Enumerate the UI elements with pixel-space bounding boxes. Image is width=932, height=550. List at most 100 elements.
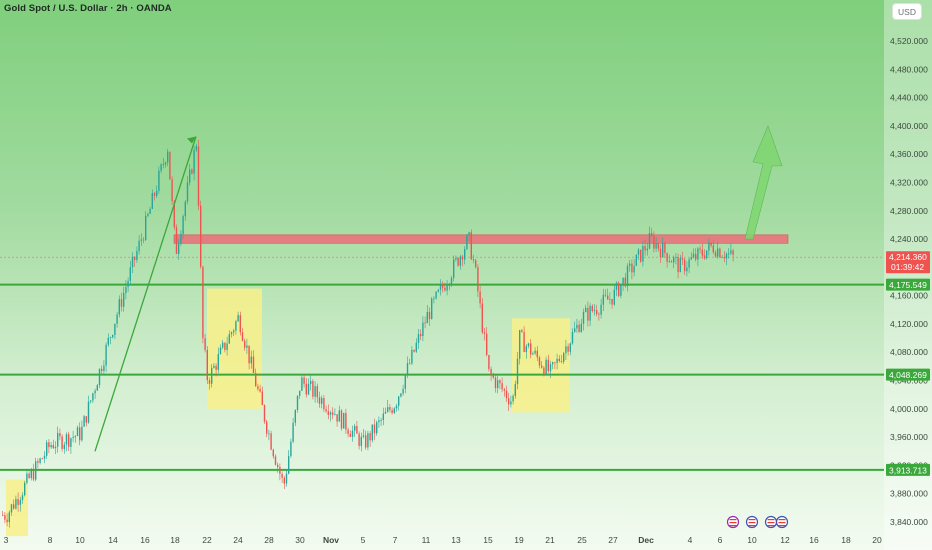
candle-body xyxy=(164,162,167,165)
candle-body xyxy=(409,363,411,364)
candle-body xyxy=(653,235,655,249)
candle-body xyxy=(378,420,380,423)
symbol-title: Gold Spot / U.S. Dollar · 2h · OANDA xyxy=(4,3,172,14)
candle-body xyxy=(470,232,472,260)
candle-body xyxy=(70,438,72,447)
candle-body xyxy=(560,361,563,362)
candle-body xyxy=(301,377,303,391)
candle-body xyxy=(675,257,677,258)
candle-body xyxy=(270,433,272,450)
candle-body xyxy=(701,249,703,256)
candle-body xyxy=(400,393,402,397)
candle-body xyxy=(670,261,673,263)
candle-body xyxy=(26,473,28,483)
candle-body xyxy=(171,179,173,202)
candle-body xyxy=(723,257,725,259)
x-tick-label: 20 xyxy=(872,535,882,545)
candle-body xyxy=(147,213,149,216)
candle-body xyxy=(241,332,244,341)
candle-body xyxy=(666,253,668,262)
candle-body xyxy=(226,343,228,350)
y-tick-label: 3,840.000 xyxy=(890,517,928,527)
candle-body xyxy=(235,321,237,331)
x-tick-label: 12 xyxy=(780,535,790,545)
x-tick-label: 13 xyxy=(451,535,461,545)
candle-body xyxy=(52,444,54,449)
candle-body xyxy=(472,259,475,261)
x-tick-label: 11 xyxy=(422,535,431,545)
x-tick-label: 5 xyxy=(361,535,366,545)
candle-body xyxy=(288,456,290,474)
candle-body xyxy=(413,349,415,352)
candle-body xyxy=(96,385,98,391)
candle-body xyxy=(83,416,85,427)
candle-body xyxy=(310,381,312,384)
candle-body xyxy=(376,422,378,434)
candle-body xyxy=(65,434,68,445)
candle-body xyxy=(571,332,574,344)
x-tick-label: 25 xyxy=(577,535,587,545)
candle-body xyxy=(712,245,714,253)
candle-body xyxy=(230,332,233,335)
candle-body xyxy=(574,328,576,333)
candle-body xyxy=(189,169,191,183)
candle-body xyxy=(420,334,422,336)
candle-body xyxy=(703,255,706,259)
candle-body xyxy=(116,314,118,324)
candle-body xyxy=(461,256,464,260)
candle-body xyxy=(512,395,514,402)
candle-body xyxy=(475,260,477,268)
candle-body xyxy=(127,280,129,287)
candle-body xyxy=(554,362,556,364)
candle-body xyxy=(316,386,318,398)
level-price-tag xyxy=(886,278,930,291)
us-flag-icon-stripe xyxy=(767,525,775,527)
y-tick-label: 4,080.000 xyxy=(890,347,928,357)
candle-body xyxy=(728,253,730,255)
candle-body xyxy=(417,334,420,343)
lightning-icon-stripe xyxy=(729,519,737,521)
candle-body xyxy=(343,412,345,429)
lightning-icon-stripe xyxy=(729,525,737,527)
candle-body xyxy=(393,408,395,413)
candle-body xyxy=(534,350,536,354)
candle-body xyxy=(371,424,373,441)
x-tick-label: 18 xyxy=(170,535,180,545)
candle-body xyxy=(197,146,200,206)
candle-body xyxy=(169,151,171,180)
candle-body xyxy=(329,412,332,415)
currency-button[interactable]: USD xyxy=(892,3,922,20)
candle-body xyxy=(585,307,587,312)
candle-body xyxy=(303,377,305,384)
candle-body xyxy=(382,413,384,420)
candle-body xyxy=(611,298,613,305)
highlight-box xyxy=(512,318,570,413)
candle-body xyxy=(237,315,239,322)
candle-body xyxy=(622,277,624,285)
candle-body xyxy=(204,338,206,350)
candle-body xyxy=(61,436,63,449)
candle-body xyxy=(200,205,202,267)
candle-body xyxy=(444,287,446,291)
candle-body xyxy=(589,305,591,321)
candle-body xyxy=(640,249,642,262)
y-tick-label: 4,400.000 xyxy=(890,121,928,131)
candle-body xyxy=(613,289,615,305)
candle-body xyxy=(527,343,530,347)
candle-body xyxy=(239,315,241,333)
candle-body xyxy=(206,349,208,381)
last-price-label: 4,214.360 xyxy=(889,252,927,262)
candle-body xyxy=(129,267,131,281)
candle-body xyxy=(87,401,90,423)
candle-body xyxy=(312,381,314,397)
x-tick-label: 15 xyxy=(483,535,493,545)
candle-body xyxy=(668,261,670,263)
candle-body xyxy=(609,298,611,300)
candle-body xyxy=(94,390,96,394)
candle-body xyxy=(338,410,340,422)
candle-body xyxy=(354,425,356,431)
candle-body xyxy=(514,384,516,396)
candle-body xyxy=(424,322,426,324)
